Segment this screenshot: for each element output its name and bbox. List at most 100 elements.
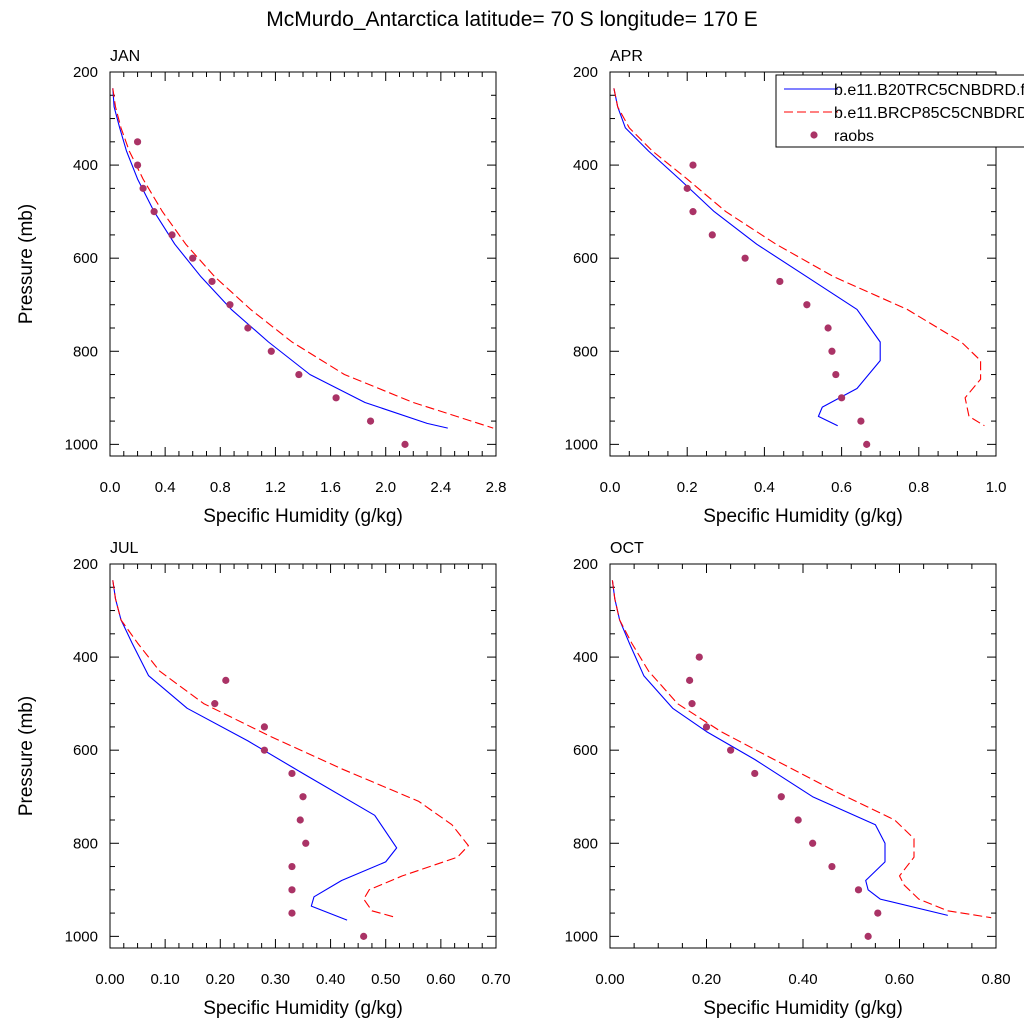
x-tick-label: 0.70 (481, 971, 510, 988)
panel-jul: JUL 200 400 600 800 1000 0.00 0.10 0.20 0.30 0.40 0… (16, 540, 511, 1019)
raobs-point (133, 161, 142, 169)
y-tick-label: 800 (73, 343, 98, 360)
raobs-point (864, 932, 872, 940)
legend: b.e11.B20TRC5CNBDRD.f09_g16.001 b.e11.BRC… (775, 74, 1024, 148)
y-tick-label: 600 (573, 250, 598, 267)
raobs-point (702, 723, 711, 731)
raobs-point (226, 301, 234, 309)
raobs-point (401, 440, 409, 448)
raobs-point (288, 862, 296, 871)
raobs-point (854, 886, 863, 894)
y-tick-label: 800 (573, 835, 598, 852)
raobs-point (794, 816, 802, 824)
raobs-point (168, 231, 176, 239)
x-tick-label: 0.0 (100, 479, 121, 496)
raobs-point (776, 277, 784, 286)
rcp85-series-line (112, 88, 494, 429)
x-tick-label: 0.60 (885, 971, 914, 988)
y-tick-label: 600 (73, 742, 98, 759)
y-axis-label: Pressure (mb) (16, 204, 37, 324)
panel-jan: JAN 200 400 600 800 1000 0.0 0.4 0.8 1.2 1.6 2.0 2.4… (16, 48, 506, 527)
raobs-point (288, 886, 296, 894)
panel-label: APR (610, 48, 643, 65)
x-axis-label: Specific Humidity (g/kg) (703, 506, 903, 527)
x-tick-label: 0.50 (371, 971, 400, 988)
y-tick-label: 800 (573, 343, 598, 360)
y-tick-label: 800 (73, 835, 98, 852)
raobs-point (211, 700, 219, 708)
raobs-point (857, 417, 865, 425)
x-tick-label: 0.2 (677, 479, 698, 496)
raobs-point (360, 932, 368, 940)
x-tick-label: 0.4 (155, 479, 176, 496)
raobs-point (150, 208, 158, 216)
raobs-point (751, 769, 759, 778)
raobs-point (741, 254, 749, 262)
y-tick-label: 1000 (65, 436, 98, 453)
x-tick-label: 0.6 (831, 479, 852, 496)
raobs-point (299, 793, 307, 801)
x-tick-label: 0.0 (600, 479, 621, 496)
raobs-point (777, 793, 785, 801)
y-tick-label: 400 (573, 649, 598, 666)
x-tick-label: 2.8 (486, 479, 507, 496)
panel-label: OCT (610, 540, 644, 557)
x-tick-label: 2.4 (430, 479, 451, 496)
raobs-point (139, 184, 147, 192)
y-tick-label: 200 (73, 556, 98, 573)
raobs-point (296, 816, 304, 824)
rcp85-series-line (112, 580, 469, 919)
raobs-point (189, 254, 197, 262)
raobs-point (863, 440, 871, 448)
plot-frame (109, 71, 497, 457)
raobs-point (689, 161, 697, 169)
x-tick-label: 0.10 (151, 971, 180, 988)
y-tick-label: 600 (573, 742, 598, 759)
x-tick-label: 0.40 (316, 971, 345, 988)
y-tick-label: 200 (573, 556, 598, 573)
rcp85-series-line (611, 580, 992, 919)
y-tick-label: 600 (73, 250, 98, 267)
legend-label: b.e11.BRCP85C5CNBDRD.f09_g16.001 (834, 105, 1024, 122)
historical-series-line (611, 580, 948, 916)
y-tick-label: 200 (73, 64, 98, 81)
raobs-point (708, 231, 716, 239)
raobs-point (727, 746, 735, 754)
x-tick-label: 0.80 (981, 971, 1010, 988)
y-tick-label: 400 (73, 649, 98, 666)
raobs-point (208, 277, 216, 286)
raobs-point (260, 746, 268, 754)
historical-series-line (613, 88, 881, 427)
y-tick-label: 400 (573, 157, 598, 174)
raobs-point (267, 347, 275, 355)
historical-series-line (112, 88, 448, 429)
y-tick-label: 1000 (565, 928, 598, 945)
plot-frame (609, 563, 997, 949)
raobs-point (366, 417, 375, 425)
y-tick-label: 1000 (65, 928, 98, 945)
x-tick-label: 2.0 (375, 479, 396, 496)
raobs-point (874, 909, 882, 917)
panel-label: JAN (110, 48, 140, 65)
x-tick-label: 0.00 (595, 971, 624, 988)
raobs-point (686, 676, 694, 684)
y-tick-label: 200 (573, 64, 598, 81)
rcp85-series-line (613, 88, 985, 427)
plot-frame (109, 563, 497, 949)
x-tick-label: 1.2 (265, 479, 286, 496)
x-tick-label: 1.0 (986, 479, 1007, 496)
x-tick-label: 0.20 (206, 971, 235, 988)
raobs-point (838, 394, 846, 402)
x-tick-label: 0.8 (908, 479, 929, 496)
raobs-point (828, 862, 836, 871)
x-tick-label: 0.30 (261, 971, 290, 988)
raobs-point (295, 370, 303, 379)
raobs-point (222, 676, 230, 684)
x-tick-label: 0.20 (692, 971, 721, 988)
x-tick-label: 0.8 (210, 479, 231, 496)
raobs-point (809, 839, 817, 847)
raobs-point (828, 347, 836, 355)
raobs-point (133, 138, 142, 146)
raobs-point (260, 723, 268, 731)
